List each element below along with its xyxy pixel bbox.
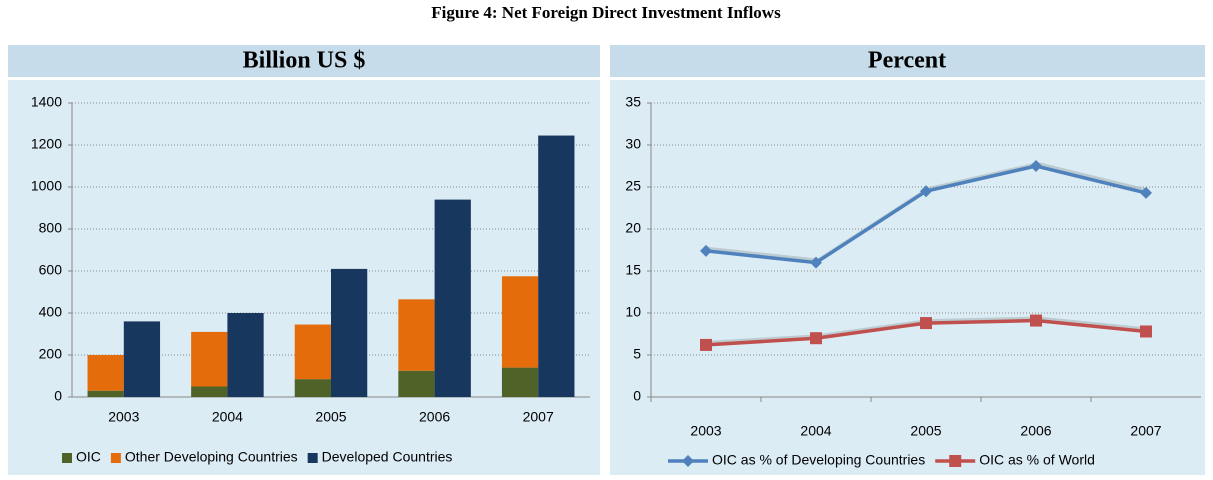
bar	[191, 331, 228, 387]
y-tick-label: 400	[39, 304, 63, 320]
y-tick-label: 15	[625, 262, 641, 278]
bar	[87, 355, 124, 391]
marker	[700, 338, 712, 351]
bar	[398, 370, 435, 397]
y-tick-label: 600	[39, 262, 63, 278]
y-tick-label: 1000	[31, 178, 62, 194]
y-tick-label: 35	[625, 94, 641, 110]
y-tick-label: 20	[625, 220, 641, 236]
y-tick-label: 0	[633, 388, 641, 404]
x-tick-label: 2003	[690, 423, 721, 439]
marker	[1030, 160, 1042, 172]
marker	[682, 455, 694, 467]
bar	[398, 299, 435, 371]
y-tick-label: 200	[39, 346, 63, 362]
y-tick-label: 800	[39, 220, 63, 236]
legend-swatch	[307, 453, 318, 463]
legend-label: OIC as % of Developing Countries	[712, 452, 925, 468]
x-tick-label: 2007	[1130, 423, 1161, 439]
bar	[501, 276, 539, 368]
marker	[920, 317, 932, 330]
marker	[920, 185, 932, 198]
bar	[538, 135, 575, 398]
y-tick-label: 1400	[31, 94, 62, 110]
panel-bg	[610, 80, 1205, 475]
bar	[123, 321, 161, 397]
x-tick-label: 2007	[523, 409, 554, 425]
bar	[501, 367, 539, 397]
bar	[227, 313, 264, 397]
panel-bg	[8, 80, 600, 475]
y-tick-label: 0	[54, 388, 62, 404]
marker	[949, 455, 962, 467]
marker	[1140, 325, 1152, 338]
legend-label: Other Developing Countries	[125, 449, 298, 465]
x-tick-label: 2004	[212, 409, 243, 425]
bar	[434, 199, 471, 397]
marker	[1030, 314, 1042, 327]
legend-label: Developed Countries	[322, 449, 453, 465]
marker	[810, 332, 822, 345]
legend-swatch	[62, 453, 72, 463]
x-tick-label: 2006	[1020, 423, 1051, 439]
legend-swatch	[110, 453, 121, 463]
panel-header-bg	[8, 45, 600, 77]
x-tick-label: 2005	[910, 423, 941, 439]
marker	[700, 244, 712, 257]
y-tick-label: 25	[625, 178, 641, 194]
y-tick-label: 10	[625, 304, 641, 320]
panel-title: Billion US $	[243, 48, 366, 74]
figure-title: Figure 4: Net Foreign Direct Investment …	[431, 3, 781, 22]
x-tick-label: 2006	[419, 409, 450, 425]
y-tick-label: 30	[625, 136, 641, 152]
panel-title: Percent	[868, 48, 946, 74]
y-tick-label: 5	[633, 346, 641, 362]
bar	[294, 379, 331, 397]
bar	[87, 390, 124, 397]
legend-label: OIC as % of World	[979, 452, 1095, 468]
marker	[1140, 186, 1152, 199]
x-tick-label: 2004	[800, 423, 831, 439]
x-tick-label: 2005	[315, 409, 346, 425]
marker	[810, 256, 822, 269]
bar	[294, 324, 331, 380]
x-tick-label: 2003	[108, 409, 139, 425]
panel-header-bg	[610, 45, 1205, 77]
bar	[191, 386, 228, 397]
y-tick-label: 1200	[31, 136, 62, 152]
legend-label: OIC	[76, 449, 101, 465]
bar	[331, 268, 368, 397]
